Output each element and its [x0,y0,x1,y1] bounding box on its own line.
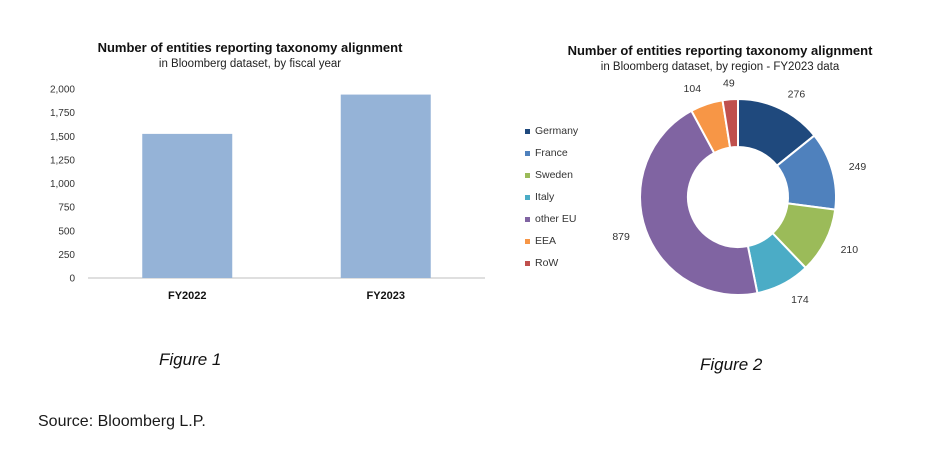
legend-swatch-sweden [525,173,530,178]
legend-swatch-row [525,261,530,266]
legend-label: Italy [535,191,555,203]
donut-chart-subtitle: in Bloomberg dataset, by region - FY2023… [600,61,840,73]
legend-label: Sweden [535,169,573,181]
slice-value-label: 210 [841,244,859,256]
y-tick-label: 500 [58,226,75,237]
donut-chart: 276 249 210 174 879 104 49 Germany France Sweden I… [525,78,867,306]
legend-label: France [535,147,568,159]
legend-swatch-italy [525,195,530,200]
legend-swatch-germany [525,129,530,134]
y-tick-label: 1,250 [50,155,75,166]
slice-value-label: 276 [788,88,806,100]
legend-swatch-france [525,151,530,156]
bar-chart-subtitle: in Bloomberg dataset, by fiscal year [158,58,342,70]
y-tick-label: 1,500 [50,132,75,143]
figure-1-caption: Figure 1 [159,350,222,369]
bar-chart-title: Number of entities reporting taxonomy al… [97,40,403,55]
slice-value-label: 249 [849,161,867,173]
legend-swatch-other-eu [525,217,530,222]
y-tick-label: 2,000 [50,85,75,96]
x-tick-label: FY2023 [366,290,405,302]
legend-label: Germany [535,125,579,137]
legend-swatch-eea [525,239,530,244]
y-tick-label: 750 [58,203,75,214]
slice-row [721,97,739,149]
y-tick-label: 0 [69,274,75,285]
slice-value-label: 174 [791,294,809,306]
slice-value-label: 879 [612,231,630,243]
legend-label: other EU [535,213,576,225]
source-note: Source: Bloomberg L.P. [38,413,206,430]
legend-label: RoW [535,257,558,269]
legend-label: EEA [535,235,556,247]
slice-other-eu [639,109,759,296]
figure-2-caption: Figure 2 [700,355,763,374]
slice-value-label: 49 [723,78,735,89]
donut-chart-title: Number of entities reporting taxonomy al… [567,43,873,58]
y-tick-label: 1,750 [50,108,75,119]
x-tick-label: FY2022 [168,290,207,302]
y-tick-label: 250 [58,250,75,261]
bar-fy2023 [340,94,431,278]
y-tick-label: 1,000 [50,179,75,190]
bar-chart: 0 250 500 750 1,000 1,250 1,500 1,750 2,000 FY202… [50,85,485,302]
slice-value-label: 104 [684,83,702,95]
bar-fy2022 [142,133,233,278]
